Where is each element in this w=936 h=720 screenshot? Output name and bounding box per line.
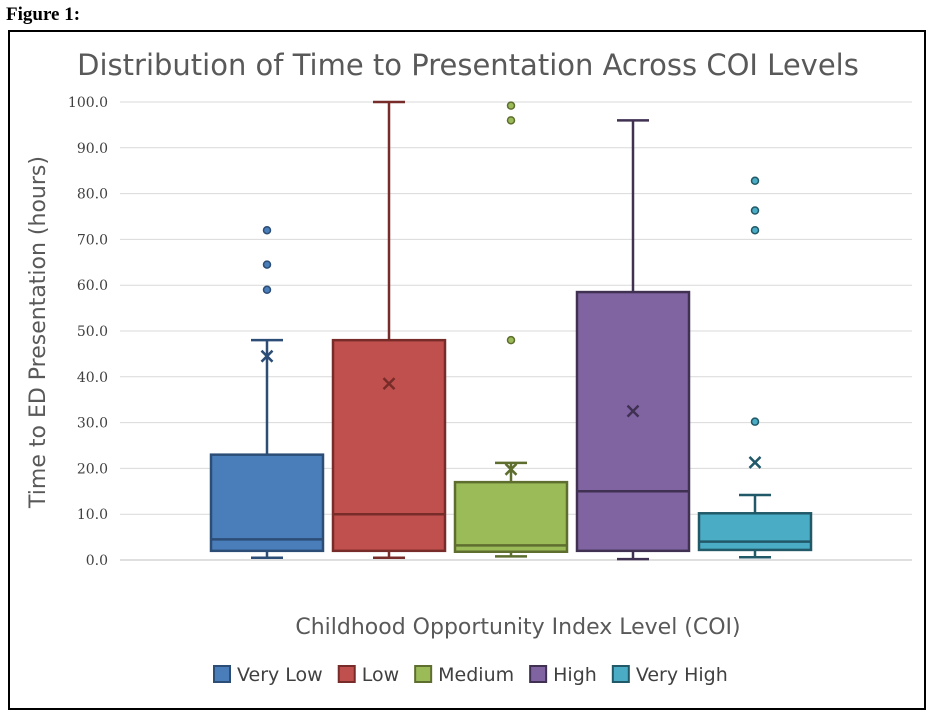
legend-swatch bbox=[611, 665, 630, 683]
box-low bbox=[331, 100, 447, 559]
outlier-point bbox=[750, 417, 760, 426]
y-tick-label: 10.0 bbox=[77, 507, 108, 523]
y-tick-label: 90.0 bbox=[77, 141, 108, 157]
chart-frame bbox=[8, 30, 926, 710]
legend-label: High bbox=[553, 664, 597, 686]
box-very-low bbox=[209, 225, 325, 559]
outlier-point bbox=[750, 225, 760, 235]
iqr-box bbox=[453, 480, 569, 554]
mean-marker bbox=[626, 404, 640, 418]
mean-marker bbox=[748, 456, 762, 469]
box-very-high bbox=[697, 176, 813, 559]
y-tick-label: 80.0 bbox=[77, 187, 108, 203]
outlier-point bbox=[262, 225, 272, 235]
legend-swatch bbox=[213, 665, 231, 683]
y-tick-label: 30.0 bbox=[77, 416, 108, 432]
y-tick-label: 50.0 bbox=[77, 324, 108, 340]
mean-marker bbox=[260, 349, 274, 363]
outlier-point bbox=[750, 176, 760, 186]
legend: Very Low Low Medium High Very High bbox=[213, 664, 728, 686]
outlier-point bbox=[750, 206, 760, 215]
chart-title: Distribution of Time to Presentation Acr… bbox=[77, 48, 859, 82]
legend-label: Low bbox=[362, 664, 399, 686]
mean-marker bbox=[504, 462, 518, 476]
y-tick-label: 70.0 bbox=[77, 232, 108, 248]
outlier-point bbox=[262, 285, 272, 295]
y-tick-label: 60.0 bbox=[77, 278, 108, 294]
legend-label: Medium bbox=[438, 664, 514, 686]
legend-swatch bbox=[529, 665, 548, 683]
y-tick-label: 20.0 bbox=[77, 461, 108, 477]
outlier-point bbox=[506, 101, 516, 110]
legend-swatch bbox=[414, 665, 433, 683]
outlier-point bbox=[262, 260, 272, 269]
iqr-box bbox=[209, 453, 325, 553]
y-axis-ticks: 0.0 10.0 20.0 30.0 40.0 50.0 60.0 70.0 80.0 90.0 1… bbox=[68, 95, 108, 569]
box-series bbox=[209, 100, 813, 561]
figure-label: Figure 1: bbox=[6, 4, 81, 25]
box-medium bbox=[453, 101, 569, 558]
outlier-point bbox=[506, 335, 516, 345]
legend-label: Very Low bbox=[237, 664, 323, 686]
legend-label: Very High bbox=[636, 664, 728, 686]
iqr-box bbox=[331, 338, 447, 553]
iqr-box bbox=[575, 290, 691, 553]
outlier-point bbox=[506, 116, 516, 125]
y-tick-label: 0.0 bbox=[86, 553, 108, 569]
y-axis-label: Time to ED Presentation (hours) bbox=[26, 156, 51, 509]
y-tick-label: 40.0 bbox=[77, 370, 108, 386]
y-tick-label: 100.0 bbox=[68, 95, 108, 111]
box-high bbox=[575, 119, 691, 561]
legend-swatch bbox=[337, 665, 356, 683]
mean-marker bbox=[382, 377, 396, 391]
x-axis-label: Childhood Opportunity Index Level (COI) bbox=[295, 615, 740, 640]
iqr-box bbox=[697, 512, 813, 552]
